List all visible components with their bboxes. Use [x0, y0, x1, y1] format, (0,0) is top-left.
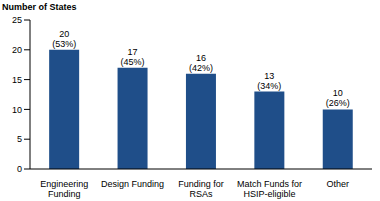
svg-text:10(26%): 10(26%) — [326, 88, 350, 108]
svg-text:0: 0 — [17, 164, 22, 174]
svg-text:10: 10 — [12, 105, 22, 115]
svg-text:25: 25 — [12, 15, 22, 25]
svg-text:15: 15 — [12, 75, 22, 85]
svg-text:20: 20 — [12, 45, 22, 55]
svg-text:EngineeringFunding: EngineeringFunding — [40, 179, 88, 199]
svg-text:Match Funds forHSIP-eligible: Match Funds forHSIP-eligible — [237, 179, 302, 199]
svg-text:13(34%): 13(34%) — [257, 71, 281, 91]
svg-text:17(45%): 17(45%) — [121, 47, 145, 67]
svg-text:Funding forRSAs: Funding forRSAs — [178, 179, 224, 199]
svg-text:16(42%): 16(42%) — [189, 53, 213, 73]
svg-text:5: 5 — [17, 134, 22, 144]
svg-text:20(53%): 20(53%) — [52, 29, 76, 49]
svg-text:Design Funding: Design Funding — [101, 179, 164, 189]
html-text:Number of States: Number of States — [2, 2, 77, 12]
svg-text:Other: Other — [327, 179, 350, 189]
